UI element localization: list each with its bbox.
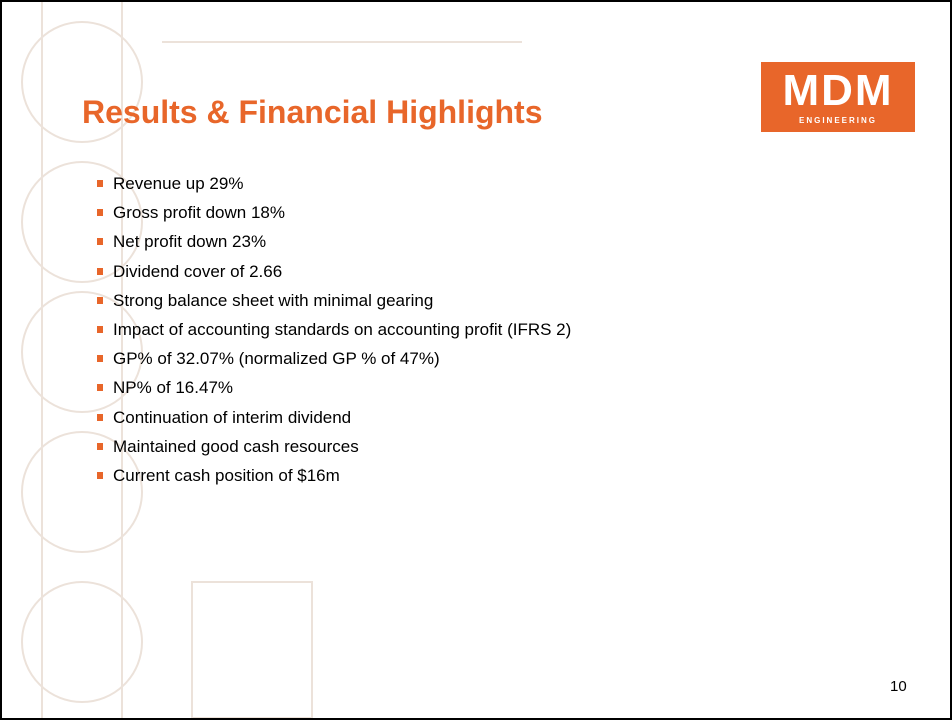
logo-name: MDM: [782, 66, 894, 115]
logo-subtitle: ENGINEERING: [798, 116, 877, 125]
bullet-list: Revenue up 29% Gross profit down 18% Net p…: [97, 172, 571, 493]
bullet-item: NP% of 16.47%: [97, 376, 571, 405]
bullet-item: Strong balance sheet with minimal gearin…: [97, 289, 571, 318]
bullet-item: Net profit down 23%: [97, 230, 571, 259]
slide-title: Results & Financial Highlights: [82, 94, 543, 130]
bullet-item: GP% of 32.07% (normalized GP % of 47%): [97, 347, 571, 376]
logo: MDM ENGINEERING: [761, 62, 915, 132]
bullet-item: Impact of accounting standards on accoun…: [97, 318, 571, 347]
page-number: 10: [890, 678, 907, 695]
bullet-item: Continuation of interim dividend: [97, 406, 571, 435]
bullet-item: Maintained good cash resources: [97, 435, 571, 464]
bullet-item: Gross profit down 18%: [97, 201, 571, 230]
bullet-item: Revenue up 29%: [97, 172, 571, 201]
bullet-item: Current cash position of $16m: [97, 464, 571, 493]
bullet-item: Dividend cover of 2.66: [97, 260, 571, 289]
